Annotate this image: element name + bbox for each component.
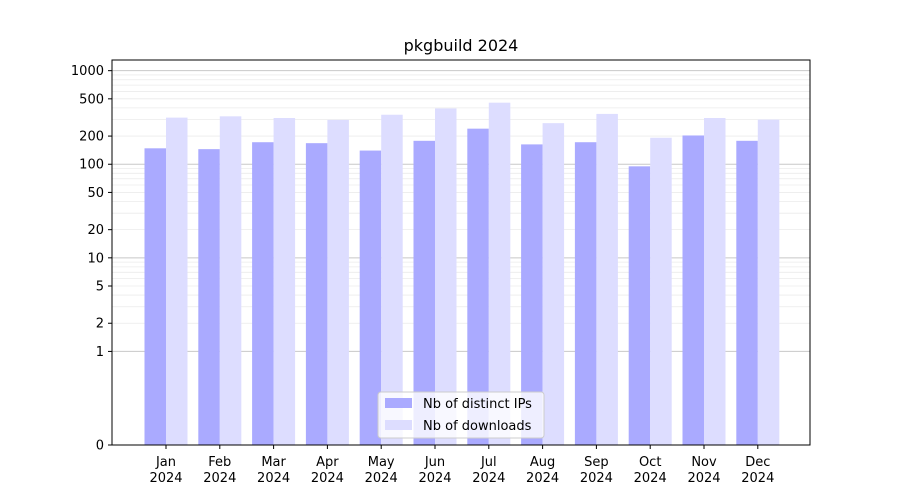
bar-distinct-ips — [305, 143, 328, 445]
bar-distinct-ips — [144, 148, 166, 445]
x-tick-label-year: 2024 — [203, 471, 236, 486]
bar-downloads — [219, 116, 242, 445]
legend: Nb of distinct IPs Nb of downloads — [377, 391, 545, 439]
y-axis: 0 1 2 5 10 20 50 100 200 500 1000 — [71, 64, 112, 454]
x-tick-label-month: Jan — [155, 455, 176, 470]
bar-downloads — [757, 119, 780, 445]
chart-title: pkgbuild 2024 — [404, 36, 519, 55]
x-tick-label-month: Oct — [639, 455, 661, 470]
x-tick-label-year: 2024 — [472, 471, 505, 486]
bar-distinct-ips — [359, 150, 382, 445]
x-tick-label-month: Nov — [691, 455, 717, 470]
bar-distinct-ips — [521, 144, 543, 445]
bar-downloads — [650, 137, 672, 446]
x-tick-label-year: 2024 — [365, 471, 398, 486]
bar-downloads — [488, 102, 511, 446]
bar-distinct-ips — [413, 140, 435, 445]
bar-distinct-ips — [252, 142, 274, 445]
bar-downloads — [166, 117, 188, 446]
legend-box — [377, 391, 545, 439]
x-tick-label-year: 2024 — [741, 471, 774, 486]
bar-distinct-ips — [198, 149, 220, 445]
bar-downloads — [381, 114, 403, 445]
y-tick-label: 200 — [79, 130, 104, 145]
x-tick-label-month: Apr — [316, 455, 339, 470]
x-tick-label-month: Mar — [261, 455, 286, 470]
y-tick-label: 100 — [79, 158, 104, 173]
bar-downloads — [596, 113, 618, 446]
bar-distinct-ips — [574, 142, 597, 445]
bar-distinct-ips — [467, 128, 489, 446]
y-tick-label: 50 — [87, 186, 104, 201]
legend-label-downloads: Nb of downloads — [423, 419, 532, 434]
y-tick-label: 10 — [87, 251, 104, 266]
bar-downloads — [327, 119, 349, 446]
x-tick-label-month: Jun — [424, 455, 445, 470]
x-tick-label-year: 2024 — [526, 471, 559, 486]
y-tick-label: 500 — [79, 92, 104, 107]
plot-frame — [111, 59, 811, 446]
y-tick-label: 2 — [96, 317, 104, 332]
x-axis: Jan2024Feb2024Mar2024Apr2024May2024Jun20… — [149, 445, 774, 486]
y-tick-label: 1000 — [71, 64, 104, 79]
x-tick-label-month: May — [368, 455, 395, 470]
x-tick-label-year: 2024 — [687, 471, 720, 486]
bar-distinct-ips — [736, 140, 758, 445]
y-tick-label: 1 — [96, 345, 104, 360]
bars — [144, 102, 780, 446]
x-tick-label-month: Dec — [745, 455, 770, 470]
bar-distinct-ips — [682, 135, 704, 445]
x-tick-label-year: 2024 — [311, 471, 344, 486]
y-tick-label: 0 — [96, 439, 104, 454]
legend-label-ips: Nb of distinct IPs — [423, 397, 532, 412]
bar-downloads — [704, 118, 726, 445]
x-tick-label-month: Sep — [584, 455, 609, 470]
bar-downloads — [542, 123, 565, 445]
bar-distinct-ips — [628, 166, 651, 445]
bar-downloads — [273, 118, 296, 445]
x-tick-label-month: Aug — [530, 455, 555, 470]
y-tick-label: 20 — [87, 223, 104, 238]
x-tick-label-month: Jul — [480, 455, 497, 470]
x-tick-label-year: 2024 — [580, 471, 613, 486]
x-tick-label-year: 2024 — [418, 471, 451, 486]
legend-swatch-downloads — [385, 420, 412, 430]
y-tick-label: 5 — [96, 280, 104, 295]
legend-swatch-ips — [385, 398, 412, 408]
x-tick-label-year: 2024 — [149, 471, 182, 486]
x-tick-label-year: 2024 — [257, 471, 290, 486]
x-tick-label-month: Feb — [208, 455, 231, 470]
x-tick-label-year: 2024 — [634, 471, 667, 486]
bar-downloads — [435, 108, 457, 446]
